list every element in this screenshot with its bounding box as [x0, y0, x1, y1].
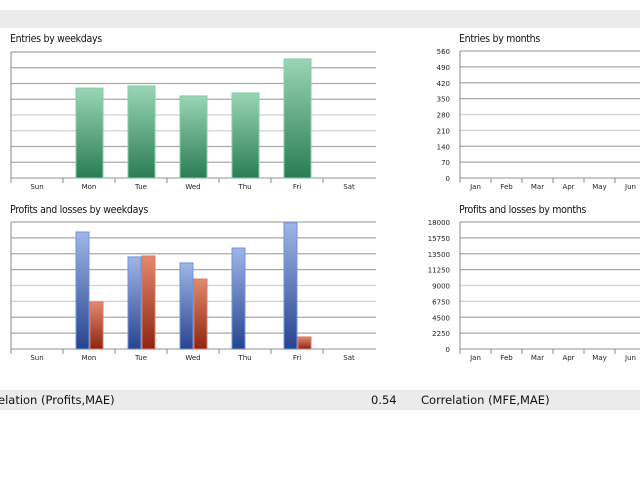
x-tick-label: Thu — [237, 354, 251, 362]
profits-bar-wed — [179, 262, 194, 350]
x-tick-label: Fri — [293, 354, 301, 362]
x-tick-label: Apr — [562, 183, 574, 191]
x-tick-label: Fri — [293, 183, 301, 191]
pl-weekdays-title: Profits and losses by weekdays — [10, 204, 148, 216]
correlation-profits-mae-value: 0.54 — [371, 393, 397, 407]
y-tick-label: 210 — [437, 127, 450, 135]
x-tick-label: Apr — [562, 354, 574, 362]
x-tick-label: Mon — [82, 354, 97, 362]
x-tick-label: Mar — [531, 183, 544, 191]
bar-wed — [179, 95, 208, 179]
x-tick-label: May — [592, 354, 606, 362]
footer-bar — [0, 390, 640, 410]
x-tick-label: Wed — [185, 354, 200, 362]
y-tick-label: 0 — [446, 175, 450, 183]
y-tick-label: 140 — [437, 143, 450, 151]
x-tick-label: Sat — [343, 183, 355, 191]
losses-bar-tue — [141, 255, 156, 350]
y-tick-label: 15750 — [428, 235, 450, 243]
y-tick-label: 9000 — [432, 283, 450, 291]
y-tick-label: 350 — [437, 96, 450, 104]
y-tick-label: 11250 — [428, 267, 450, 275]
y-tick-label: 0 — [446, 346, 450, 354]
y-tick-label: 490 — [437, 64, 450, 72]
losses-bar-fri — [297, 336, 312, 350]
losses-bar-wed — [193, 278, 208, 350]
x-tick-label: Wed — [185, 183, 200, 191]
bar-fri — [283, 58, 312, 179]
pl-months-title: Profits and losses by months — [459, 204, 587, 216]
x-tick-label: Sun — [30, 354, 43, 362]
correlation-profits-mae-label: elation (Profits,MAE) — [0, 393, 115, 407]
profits-bar-thu — [231, 247, 246, 350]
y-tick-label: 70 — [441, 159, 450, 167]
y-tick-label: 4500 — [432, 314, 450, 322]
top-bar — [0, 10, 640, 28]
x-tick-label: Tue — [134, 354, 147, 362]
y-tick-label: 6750 — [432, 298, 450, 306]
losses-bar-mon — [89, 301, 104, 350]
x-tick-label: Feb — [500, 354, 513, 362]
bar-tue — [127, 85, 156, 179]
x-tick-label: Tue — [134, 183, 147, 191]
y-tick-label: 420 — [437, 80, 450, 88]
x-tick-label: Jan — [469, 183, 481, 191]
entries-weekdays-title: Entries by weekdays — [10, 33, 102, 45]
x-tick-label: Jan — [469, 354, 481, 362]
y-tick-label: 560 — [437, 48, 450, 56]
x-tick-label: Sun — [30, 183, 43, 191]
profits-bar-mon — [75, 231, 90, 350]
profits-bar-fri — [283, 222, 298, 350]
x-tick-label: Feb — [500, 183, 513, 191]
y-tick-label: 2250 — [432, 330, 450, 338]
bar-mon — [75, 87, 104, 179]
x-tick-label: Sat — [343, 354, 355, 362]
x-tick-label: Jun — [624, 183, 636, 191]
y-tick-label: 18000 — [428, 219, 450, 227]
profits-bar-tue — [127, 256, 142, 350]
entries-months-title: Entries by months — [459, 33, 540, 45]
x-tick-label: Mon — [82, 183, 97, 191]
y-tick-label: 280 — [437, 112, 450, 120]
bar-thu — [231, 92, 260, 179]
x-tick-label: Jun — [624, 354, 636, 362]
correlation-mfe-mae-label: Correlation (MFE,MAE) — [421, 393, 550, 407]
x-tick-label: Mar — [531, 354, 544, 362]
x-tick-label: Thu — [237, 183, 251, 191]
y-tick-label: 13500 — [428, 251, 450, 259]
x-tick-label: May — [592, 183, 606, 191]
